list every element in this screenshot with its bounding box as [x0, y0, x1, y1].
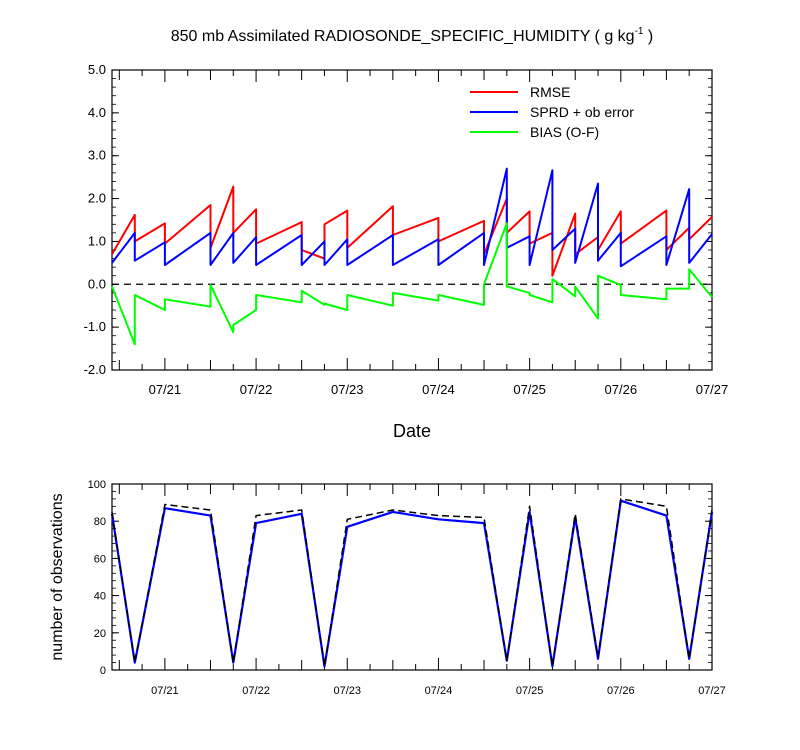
chart-title-main: 850 mb Assimilated RADIOSONDE_SPECIFIC_H… [171, 28, 635, 45]
top-chart: 5.0 4.0 3.0 2.0 1.0 0.0 -1.0 -2.0 07/21 07/22 07/2… [84, 62, 729, 397]
bottom-chart: 100 80 60 40 20 0 07/21 07/22 07/23 07/24 07/25 07/… [88, 479, 726, 697]
x-tick-label: 07/21 [149, 382, 182, 397]
y-tick-label: 100 [88, 479, 106, 491]
x-tick-label: 07/22 [240, 382, 273, 397]
y-tick-label: 1.0 [88, 233, 106, 248]
y-tick-label: 5.0 [88, 62, 106, 77]
x-tick-label: 07/27 [696, 382, 729, 397]
y-tick-label: 0.0 [88, 276, 106, 291]
legend-label-bias-o-f: BIAS (O-F) [530, 124, 599, 140]
top-x-axis-label: Date [393, 421, 431, 441]
x-tick-label: 07/22 [242, 685, 270, 697]
y-tick-label: 80 [94, 516, 106, 528]
y-tick-label: 0 [100, 665, 106, 677]
series-line-rmse [111, 185, 713, 277]
legend-label-sprd-ob-error: SPRD + ob error [530, 104, 634, 120]
y-tick-label: -2.0 [84, 362, 106, 377]
y-tick-label: 3.0 [88, 148, 106, 163]
x-tick-label: 07/25 [516, 685, 544, 697]
x-tick-label: 07/27 [698, 685, 726, 697]
y-tick-label: 40 [94, 591, 106, 603]
plot-frame [111, 483, 713, 671]
series-line-bias-o-f [111, 222, 713, 346]
bottom-y-axis-label: number of observations [49, 493, 66, 660]
x-tick-label: 07/24 [422, 382, 455, 397]
series-line-assimilated [110, 499, 714, 668]
x-tick-label: 07/21 [151, 685, 179, 697]
legend-label-rmse: RMSE [530, 84, 570, 100]
y-tick-label: 60 [94, 553, 106, 565]
y-tick-label: 2.0 [88, 191, 106, 206]
x-tick-label: 07/26 [607, 685, 635, 697]
y-tick-label: 4.0 [88, 105, 106, 120]
y-tick-label: 20 [94, 628, 106, 640]
y-tick-label: -1.0 [84, 319, 106, 334]
chart-title-superscript: -1 [635, 26, 644, 37]
series-line-possible [111, 498, 713, 668]
x-tick-label: 07/25 [513, 382, 546, 397]
x-tick-label: 07/24 [425, 685, 453, 697]
chart-title: 850 mb Assimilated RADIOSONDE_SPECIFIC_H… [171, 26, 654, 45]
x-tick-label: 07/23 [331, 382, 364, 397]
plot-frame [111, 69, 713, 371]
x-tick-label: 07/23 [333, 685, 361, 697]
chart-title-end: ) [643, 28, 653, 45]
series-line-sprd-ob-error [111, 167, 713, 268]
x-tick-label: 07/26 [605, 382, 638, 397]
